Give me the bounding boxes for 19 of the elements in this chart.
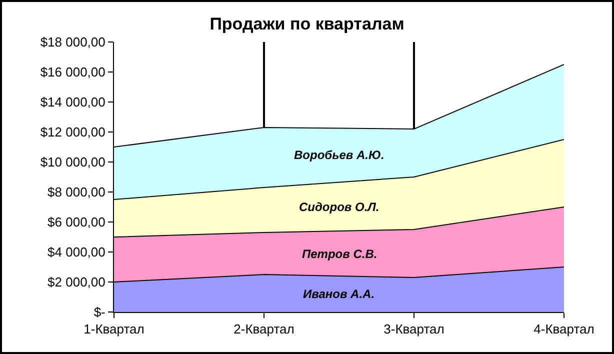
y-tick-label: $16 000,00 bbox=[40, 64, 106, 80]
series-label: Сидоров О.Л. bbox=[299, 200, 380, 214]
series-label: Иванов А.А. bbox=[303, 287, 375, 301]
y-tick-label: $4 000,00 bbox=[48, 244, 106, 260]
y-tick-label: $12 000,00 bbox=[40, 124, 106, 140]
y-tick-label: $6 000,00 bbox=[48, 214, 106, 230]
series-label: Петров С.В. bbox=[302, 247, 378, 261]
y-tick-label: $14 000,00 bbox=[40, 94, 106, 110]
x-tick-label: 2-Квартал bbox=[234, 322, 294, 337]
y-tick-label: $2 000,00 bbox=[48, 274, 106, 290]
x-tick-label: 3-Квартал bbox=[384, 322, 444, 337]
y-tick-label: $10 000,00 bbox=[40, 154, 106, 170]
y-tick-label: $8 000,00 bbox=[48, 184, 106, 200]
x-tick-label: 1-Квартал bbox=[84, 322, 144, 337]
y-tick-label: $18 000,00 bbox=[40, 34, 106, 50]
y-tick-label: $- bbox=[94, 304, 106, 320]
x-tick-label: 4-Квартал bbox=[534, 322, 594, 337]
chart-title: Продажи по кварталам bbox=[210, 14, 404, 34]
series-label: Воробьев А.Ю. bbox=[294, 148, 384, 162]
